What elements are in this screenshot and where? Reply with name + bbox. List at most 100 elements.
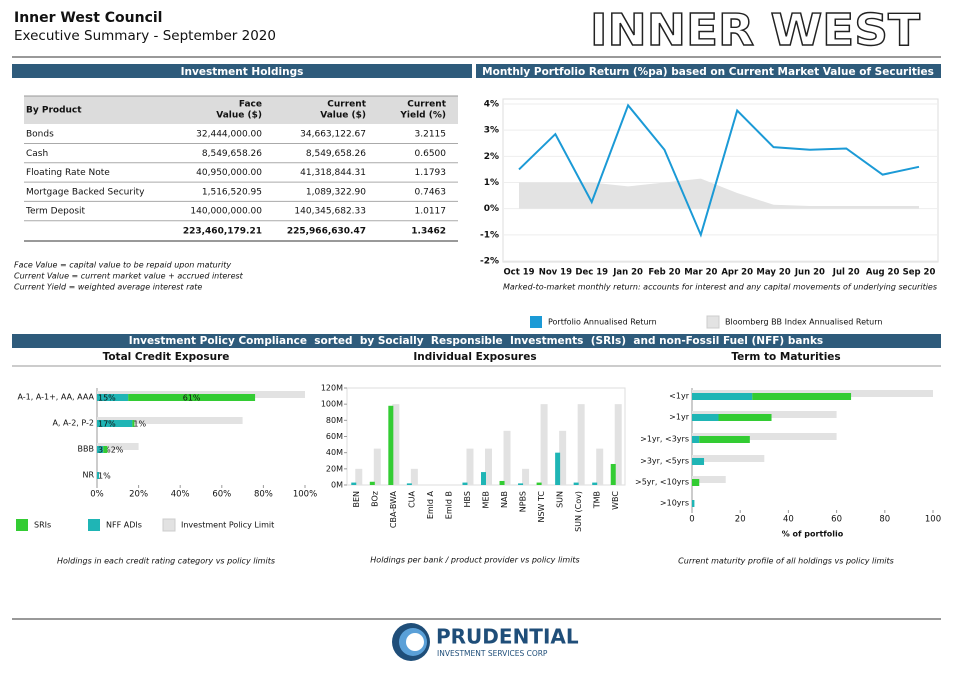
legend-swatch [162, 518, 176, 532]
legend-label: Investment Policy Limit [181, 521, 274, 530]
x-tick-label: May 20 [756, 268, 790, 278]
x-tick-label: 20 [735, 515, 746, 525]
chart-title: Term to Maturities [731, 351, 840, 363]
x-tick-label: 60 [831, 515, 842, 525]
area [519, 178, 919, 209]
x-tick-label: Jun 20 [794, 268, 825, 278]
subtitle: Executive Summary - September 2020 [14, 28, 276, 44]
x-tick-label: HBS [463, 491, 472, 507]
limit-bar [392, 404, 400, 485]
legend-label: SRIs [34, 521, 51, 530]
limit-bar [559, 430, 567, 485]
bar [692, 479, 700, 486]
legend-swatch [88, 519, 100, 531]
y-tick-label: 80M [326, 416, 343, 425]
x-tick-label: 0% [90, 490, 104, 500]
section-bar [476, 64, 941, 78]
limit-bar [577, 404, 585, 485]
x-tick-label: Jan 20 [612, 268, 643, 278]
x-tick-label: NSW TC [537, 491, 546, 523]
bar [718, 414, 772, 421]
bar [351, 482, 357, 485]
y-tick-label: 0M [331, 481, 343, 490]
category-label: >5yr, <10yrs [635, 478, 689, 487]
bar [692, 458, 705, 465]
y-tick-label: 120M [321, 384, 343, 393]
table-cell: 1,516,520.95 [202, 187, 262, 197]
legend-label: NFF ADIs [106, 521, 142, 530]
limit-bar [410, 468, 418, 485]
bar [97, 420, 133, 427]
bar [692, 414, 719, 421]
table-cell: 1.0117 [415, 207, 447, 217]
column-header: Value ($) [216, 111, 262, 121]
caption: Holdings per bank / product provider vs … [370, 556, 579, 565]
bar [692, 436, 700, 443]
column-header: Current [327, 100, 366, 110]
x-tick-label: 100% [293, 490, 317, 500]
section-title: Investment Holdings [181, 66, 304, 78]
table-cell: 1,089,322.90 [306, 187, 366, 197]
y-tick-label: 1% [484, 178, 499, 188]
table-total: 223,460,179.21 [183, 227, 262, 237]
x-tick-label: 100 [925, 515, 941, 525]
section-bar [12, 334, 941, 348]
bar [132, 420, 135, 427]
x-tick-label: Dec 19 [575, 268, 608, 278]
limit-bar [97, 443, 139, 450]
x-tick-label: 60% [212, 490, 231, 500]
section-title: Investment Policy Compliance sorted by S… [129, 335, 823, 347]
limit-bar [485, 448, 492, 485]
y-tick-label: 100M [321, 400, 343, 409]
note: Face Value = capital value to be repaid … [14, 261, 231, 270]
table-cell: 140,345,682.33 [294, 207, 366, 217]
y-tick-label: 40M [326, 448, 343, 457]
limit-bar [355, 468, 363, 485]
section-bar [12, 64, 472, 78]
table-cell: Bonds [26, 130, 54, 140]
y-tick-label: 20M [326, 464, 343, 473]
table-cell: 32,444,000.00 [196, 130, 262, 140]
category-label: BBB [78, 445, 94, 454]
y-tick-label: -2% [480, 257, 499, 267]
column-header: By Product [26, 106, 82, 116]
limit-bar [692, 455, 765, 462]
x-tick-label: 40 [783, 515, 794, 525]
x-tick-label: MEB [482, 491, 491, 508]
table-cell: Floating Rate Note [26, 168, 110, 178]
x-tick-label: SUN [556, 491, 565, 508]
section-title: Monthly Portfolio Return (%pa) based on … [482, 66, 934, 78]
column-header: Yield (%) [399, 111, 446, 121]
y-tick-label: 60M [326, 432, 343, 441]
value-label: 1% [98, 472, 111, 481]
bar [462, 482, 468, 485]
bar [103, 446, 108, 453]
x-tick-label: Emld A [426, 490, 435, 519]
category-label: A-1, A-1+, AA, AAA [17, 393, 94, 402]
y-tick-label: 3% [484, 126, 499, 136]
x-tick-label: 80% [254, 490, 273, 500]
x-tick-label: WBC [611, 491, 620, 510]
legend-swatch [16, 519, 28, 531]
value-label: 2% [111, 446, 124, 455]
bar [499, 480, 505, 485]
x-tick-label: 20% [129, 490, 148, 500]
plot-area [502, 98, 939, 263]
column-header: Current [407, 100, 446, 110]
category-label: >1yr, <3yrs [640, 435, 689, 444]
limit-bar [97, 417, 243, 424]
footer-logo [392, 623, 430, 661]
limit-bar [596, 448, 604, 485]
x-tick-label: SUN (Cov) [574, 491, 583, 532]
table-cell: 0.7463 [415, 187, 447, 197]
x-tick-label: NAB [500, 491, 509, 508]
limit-bar [540, 404, 548, 485]
bar [573, 482, 579, 485]
value-label: 17% [98, 420, 116, 429]
bar [610, 463, 616, 485]
limit-bar [692, 433, 837, 440]
bar [518, 483, 524, 485]
bar [555, 452, 561, 485]
x-tick-label: 0 [689, 515, 694, 525]
table-total: 225,966,630.47 [287, 227, 366, 237]
